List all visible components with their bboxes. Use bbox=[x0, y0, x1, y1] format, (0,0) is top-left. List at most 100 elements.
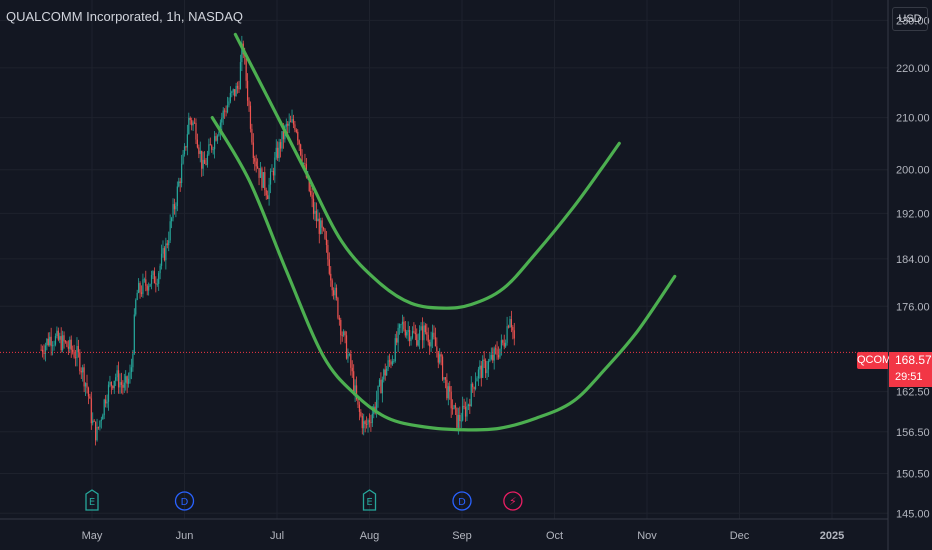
candle-body bbox=[477, 369, 480, 379]
x-axis[interactable]: May Jun Jul Aug Sep Oct Nov Dec 2025 bbox=[82, 530, 845, 542]
symbol-tag: QCOM bbox=[857, 352, 891, 369]
candle-body bbox=[370, 422, 372, 424]
candle-body bbox=[168, 240, 170, 246]
candle-body bbox=[377, 385, 379, 400]
y-tick-label: 210.00 bbox=[896, 113, 930, 125]
candle-body bbox=[384, 369, 386, 376]
candle-body bbox=[127, 378, 130, 384]
candle-body bbox=[338, 317, 340, 320]
candle-body bbox=[116, 370, 118, 378]
candle-body bbox=[472, 383, 474, 388]
candle-body bbox=[202, 159, 204, 169]
candle-body bbox=[54, 336, 57, 345]
candle-body bbox=[145, 279, 147, 286]
candle-body bbox=[513, 330, 515, 339]
candle-body bbox=[414, 332, 416, 335]
candle-body bbox=[178, 181, 180, 187]
candle-body bbox=[268, 184, 270, 199]
candle-body bbox=[107, 384, 110, 402]
x-tick-label: Sep bbox=[452, 530, 472, 542]
candle-body bbox=[162, 248, 164, 254]
candle-body bbox=[82, 367, 84, 373]
candle-body bbox=[343, 331, 345, 336]
candle-body bbox=[173, 204, 176, 210]
candle-body bbox=[224, 110, 226, 112]
candle-body bbox=[143, 279, 145, 281]
candle-body bbox=[322, 227, 325, 230]
candle-body bbox=[459, 414, 461, 421]
candle-body bbox=[40, 349, 42, 351]
candle-body bbox=[181, 163, 183, 184]
y-axis[interactable]: 230.00 220.00 210.00 200.00 192.00 184.00 176.… bbox=[896, 15, 930, 520]
candle-body bbox=[106, 401, 108, 404]
y-tick-label: 184.00 bbox=[896, 254, 930, 266]
candle-body bbox=[73, 351, 75, 358]
candle-body bbox=[447, 386, 449, 399]
candle-body bbox=[368, 420, 371, 423]
candle-body bbox=[86, 383, 88, 388]
candle-body bbox=[404, 329, 406, 336]
earnings-marker-glyph: E bbox=[366, 497, 372, 508]
candle-body bbox=[434, 337, 437, 347]
candle-body bbox=[120, 382, 123, 385]
candle-body bbox=[417, 340, 419, 346]
earnings-marker-glyph: E bbox=[89, 497, 95, 508]
candle-body bbox=[53, 344, 55, 346]
candle-body bbox=[261, 168, 263, 188]
candle-body bbox=[79, 352, 81, 372]
candle-body bbox=[211, 145, 213, 150]
candle-body bbox=[123, 382, 125, 388]
x-tick-label: Jul bbox=[270, 530, 284, 542]
last-price-value: 168.57 bbox=[895, 353, 932, 367]
candle-body bbox=[289, 121, 292, 123]
candle-body bbox=[206, 154, 209, 165]
candle-body bbox=[482, 359, 484, 378]
candle-body bbox=[436, 346, 438, 352]
candle-body bbox=[236, 85, 239, 89]
candle-body bbox=[314, 210, 316, 214]
candle-body bbox=[148, 286, 150, 291]
candle-body bbox=[427, 334, 429, 343]
trend-curve[interactable] bbox=[233, 32, 621, 310]
candle-body bbox=[473, 387, 475, 390]
candle-body bbox=[165, 243, 167, 261]
candle-body bbox=[460, 420, 462, 422]
candle-body bbox=[333, 290, 335, 296]
candle-body bbox=[67, 346, 69, 349]
dividend-marker bbox=[174, 491, 195, 511]
x-tick-label: May bbox=[82, 530, 103, 542]
candle-body bbox=[376, 399, 378, 411]
candle-body bbox=[159, 265, 161, 274]
currency-button[interactable]: USD bbox=[892, 7, 928, 31]
candle-body bbox=[456, 407, 458, 428]
trend-curve[interactable] bbox=[210, 116, 677, 432]
candle-body bbox=[205, 163, 207, 165]
y-tick-label: 145.00 bbox=[896, 508, 930, 520]
candle-body bbox=[421, 326, 424, 341]
trend-lines[interactable] bbox=[210, 32, 677, 432]
candle-body bbox=[163, 248, 166, 261]
candle-body bbox=[203, 159, 206, 164]
candle-body bbox=[390, 361, 392, 365]
candle-body bbox=[327, 245, 329, 260]
candle-body bbox=[221, 117, 223, 123]
y-tick-label: 156.50 bbox=[896, 427, 930, 439]
candle-body bbox=[175, 206, 177, 210]
candle-body bbox=[351, 367, 353, 372]
candle-body bbox=[76, 345, 78, 359]
candle-body bbox=[277, 147, 279, 159]
candle-body bbox=[133, 314, 135, 354]
candle-body bbox=[158, 273, 160, 284]
candle-body bbox=[437, 351, 439, 363]
candle-body bbox=[259, 168, 262, 178]
candle-body bbox=[505, 342, 507, 347]
y-tick-label: 220.00 bbox=[896, 63, 930, 75]
candle-body bbox=[248, 100, 250, 106]
candle-body bbox=[462, 405, 464, 421]
candle-body bbox=[403, 321, 405, 330]
candle-body bbox=[294, 124, 296, 130]
candle-body bbox=[47, 338, 49, 346]
candle-body bbox=[69, 339, 71, 349]
candle-body bbox=[97, 426, 100, 428]
